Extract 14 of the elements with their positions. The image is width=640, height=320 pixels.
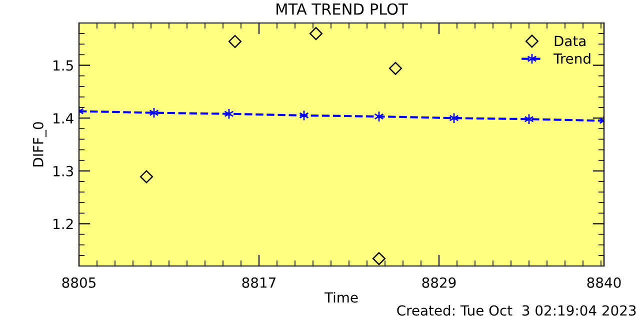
y-tick-label: 1.2 xyxy=(54,218,73,230)
x-tick-label: 8829 xyxy=(422,277,456,288)
y-tick-label: 1.3 xyxy=(54,166,74,176)
legend-label: Trend xyxy=(553,53,590,64)
y-tick-label: 1.5 xyxy=(54,60,73,71)
y-tick-label: 1.4 xyxy=(54,113,74,124)
chart-title: MTA TREND PLOT xyxy=(276,3,408,15)
text: Created: Tue Oct 3 02:19:04 2023 xyxy=(397,304,636,316)
legend-label: Data xyxy=(554,36,586,46)
x-tick-label: 8817 xyxy=(242,277,276,288)
y-axis-title: DIFF_0 xyxy=(32,122,46,166)
x-tick-label: 8840 xyxy=(587,277,621,288)
x-tick-label: 8805 xyxy=(62,277,96,288)
x-axis-title: Time xyxy=(324,292,358,303)
